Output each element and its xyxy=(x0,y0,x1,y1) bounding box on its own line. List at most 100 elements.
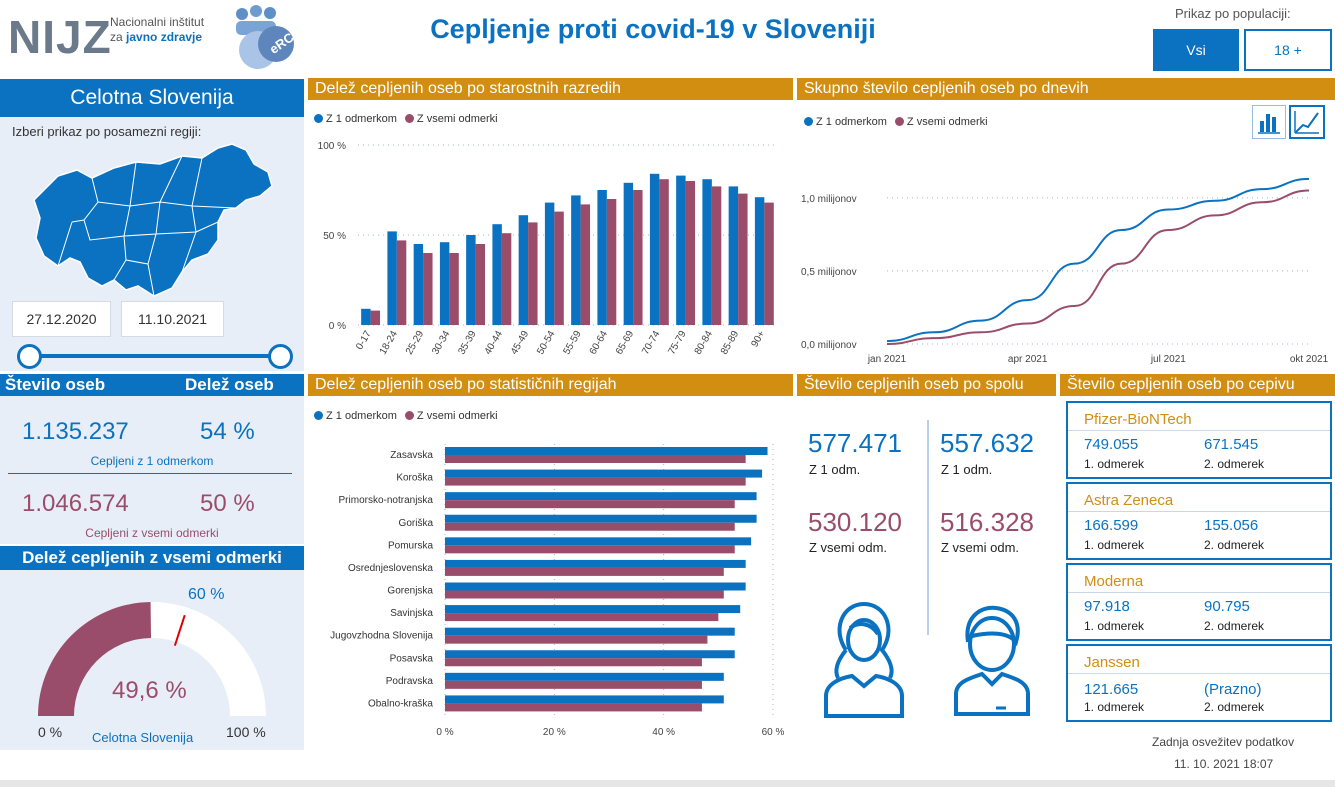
dose1-label: Cepljeni z 1 odmerkom xyxy=(90,454,214,468)
x-tick-label: jul 2021 xyxy=(1150,354,1186,365)
line-chart-icon xyxy=(1294,111,1319,134)
bar-full xyxy=(445,635,708,644)
population-option-18plus[interactable]: 18 + xyxy=(1244,29,1332,71)
last-update-label: Zadnja osvežitev podatkov xyxy=(1152,735,1295,749)
gauge-chart xyxy=(30,596,274,720)
gauge-min-label: 0 % xyxy=(38,724,63,740)
x-tick-label: 25-29 xyxy=(404,329,427,357)
bar-chart-toggle-button[interactable] xyxy=(1252,105,1286,139)
vaccine-dose1-label: 1. odmerek xyxy=(1084,538,1145,552)
bar-dose1 xyxy=(676,175,686,325)
date-slider-handle-end[interactable] xyxy=(268,344,293,369)
y-tick-label: Obalno-kraška xyxy=(368,698,433,709)
female-icon xyxy=(818,600,910,720)
section-daily-title: Skupno število cepljenih oseb po dnevih xyxy=(797,78,1335,100)
bar-dose1 xyxy=(492,224,502,325)
vaccine-dose2: 90.795 xyxy=(1204,598,1250,615)
male-full: 516.328 xyxy=(940,507,1034,537)
x-tick-label: okt 2021 xyxy=(1290,354,1329,365)
series-line-dose1 xyxy=(886,177,1310,343)
bar-dose1 xyxy=(754,197,765,325)
vaccine-card-pfizer[interactable]: Pfizer-BioNTech 749.055 671.545 1. odmer… xyxy=(1066,401,1332,479)
legend-full: Z vsemi odmerki xyxy=(404,113,498,125)
gauge-max-label: 100 % xyxy=(226,724,266,740)
vaccine-dose1-label: 1. odmerek xyxy=(1084,457,1145,471)
vaccine-dose2: 671.545 xyxy=(1204,436,1259,453)
date-slider-handle-start[interactable] xyxy=(17,344,42,369)
gauge-value: 49,6 % xyxy=(112,677,187,704)
vaccine-name: Astra Zeneca xyxy=(1084,492,1174,509)
y-tick-label: Goriška xyxy=(399,518,434,529)
line-chart-toggle-button[interactable] xyxy=(1289,105,1325,139)
vaccine-dose2-label: 2. odmerek xyxy=(1204,619,1265,633)
bar-dose1 xyxy=(649,173,660,325)
bar-full xyxy=(445,455,746,463)
bar-dose1 xyxy=(445,492,757,501)
bar-full xyxy=(445,500,735,509)
bar-full xyxy=(606,199,617,325)
bar-dose1 xyxy=(623,182,634,325)
vaccine-dose2: 155.056 xyxy=(1204,517,1259,534)
bar-full xyxy=(396,240,407,325)
y-tick-label: Osrednjeslovenska xyxy=(348,563,433,574)
bar-dose1 xyxy=(445,627,735,636)
age-chart: 0 % 50 % 100 % 0-17 18-24 25-29 30-34 35-39 40-4… xyxy=(308,132,793,368)
gauge-target-marker xyxy=(173,614,186,646)
legend-dose1: Z 1 odmerkom xyxy=(804,116,887,128)
totals-panel xyxy=(0,374,304,544)
logo-text: NIJZ xyxy=(8,11,112,63)
bar-dose1 xyxy=(445,695,724,704)
bar-dose1 xyxy=(445,537,752,546)
vaccine-dose1-label: 1. odmerek xyxy=(1084,619,1145,633)
date-to[interactable]: 11.10.2021 xyxy=(121,301,224,337)
male-dose1: 557.632 xyxy=(940,428,1034,458)
bar-chart-icon xyxy=(1258,114,1280,134)
last-update-timestamp: 11. 10. 2021 18:07 xyxy=(1174,757,1274,771)
date-from[interactable]: 27.12.2020 xyxy=(12,301,111,337)
female-dose1-label: Z 1 odm. xyxy=(809,462,861,477)
bar-full xyxy=(580,204,591,325)
section-regions-title: Delež cepljenih oseb po statističnih reg… xyxy=(308,374,793,396)
date-slider-track[interactable] xyxy=(28,354,281,358)
y-tick-label: Koroška xyxy=(396,473,433,484)
vaccine-dose1: 749.055 xyxy=(1084,436,1139,453)
x-tick-label: 40 % xyxy=(652,727,675,738)
vaccine-card-janssen[interactable]: Janssen 121.665 (Prazno) 1. odmerek 2. o… xyxy=(1066,644,1332,722)
population-option-vsi[interactable]: Vsi xyxy=(1153,29,1239,71)
vaccine-dose2-label: 2. odmerek xyxy=(1204,538,1265,552)
bar-full xyxy=(445,613,719,622)
y-tick-label: Zasavska xyxy=(390,450,433,461)
totals-col1-header: Število oseb xyxy=(5,375,106,394)
legend-dose1: Z 1 odmerkom xyxy=(314,410,397,422)
bar-full xyxy=(528,222,538,325)
vaccine-card-moderna[interactable]: Moderna 97.918 90.795 1. odmerek 2. odme… xyxy=(1066,563,1332,641)
male-icon xyxy=(950,602,1034,718)
x-tick-label: 85-89 xyxy=(719,329,742,357)
bar-dose1 xyxy=(445,650,735,659)
bar-dose1 xyxy=(597,190,607,325)
y-tick-label: 100 % xyxy=(318,141,346,152)
slovenia-map[interactable] xyxy=(32,140,274,298)
y-tick-label: Primorsko-notranjska xyxy=(339,495,434,506)
bar-dose1 xyxy=(544,202,555,325)
bar-dose1 xyxy=(571,195,581,325)
dose1-pct: 54 % xyxy=(200,418,255,445)
bar-full xyxy=(501,233,512,325)
female-full: 530.120 xyxy=(808,507,902,537)
bar-full xyxy=(659,179,669,325)
bar-dose1 xyxy=(413,244,424,325)
region-prompt: Izberi prikaz po posamezni regiji: xyxy=(12,124,202,139)
y-tick-label: Podravska xyxy=(386,676,434,687)
region-panel-title: Celotna Slovenija xyxy=(0,79,304,117)
bar-dose1 xyxy=(445,469,763,478)
bar-dose1 xyxy=(702,179,712,325)
y-tick-label: 0,5 milijonov xyxy=(801,267,857,278)
page-title: Cepljenje proti covid-19 v Sloveniji xyxy=(430,14,876,44)
vaccine-card-astrazeneca[interactable]: Astra Zeneca 166.599 155.056 1. odmerek … xyxy=(1066,482,1332,560)
y-tick-label: 0 % xyxy=(329,321,346,332)
vaccine-dose2-label: 2. odmerek xyxy=(1204,457,1265,471)
regions-chart: 0 % 20 % 40 % 60 % Zasavska Koroška Primorsko-… xyxy=(308,430,793,746)
bar-full xyxy=(633,190,643,325)
vaccine-name: Pfizer-BioNTech xyxy=(1084,411,1192,428)
daily-chart: 0,0 milijonov 0,5 milijonov 1,0 milijonov j… xyxy=(797,140,1335,368)
